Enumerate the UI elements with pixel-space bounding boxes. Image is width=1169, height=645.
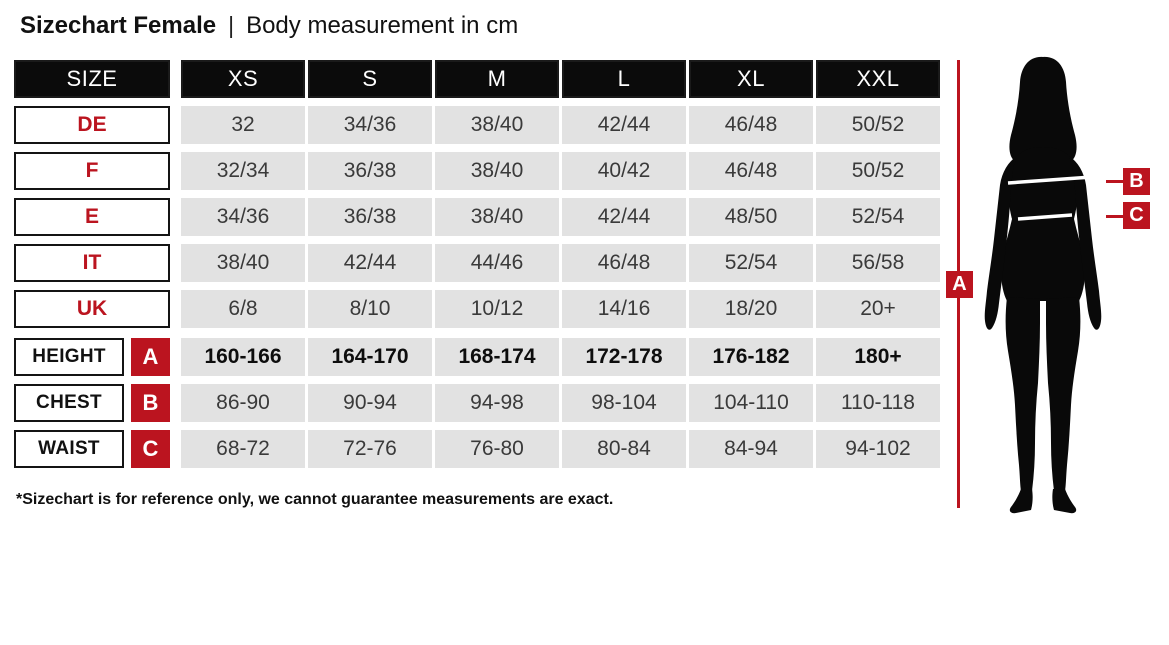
row-label-height: HEIGHT [14,338,124,376]
table-row-it: IT 38/40 42/44 44/46 46/48 52/54 56/58 [14,244,940,282]
title-main: Sizechart Female [20,12,217,39]
cell-it-xs: 38/40 [181,244,305,282]
cell-uk-l: 14/16 [562,290,686,328]
marker-c-figure: C [1123,202,1150,229]
cell-de-s: 34/36 [308,106,432,144]
size-header-cell: SIZE [14,60,170,98]
cell-chest-s: 90-94 [308,384,432,422]
row-label-chest: CHEST [14,384,124,422]
table-row-height: HEIGHT A 160-166 164-170 168-174 172-178… [14,338,940,376]
waist-pointer-line [1106,215,1123,218]
cell-f-m: 38/40 [435,152,559,190]
row-label-e: E [14,198,170,236]
table-row-chest: CHEST B 86-90 90-94 94-98 98-104 104-110… [14,384,940,422]
cell-height-xl: 176-182 [689,338,813,376]
cell-chest-xs: 86-90 [181,384,305,422]
cell-de-xl: 46/48 [689,106,813,144]
marker-b-figure: B [1123,168,1150,195]
cell-it-l: 46/48 [562,244,686,282]
row-label-waist: WAIST [14,430,124,468]
cell-e-m: 38/40 [435,198,559,236]
column-header-m: M [435,60,559,98]
cell-waist-xxl: 94-102 [816,430,940,468]
footnote-text: *Sizechart is for reference only, we can… [16,491,614,508]
table-row-uk: UK 6/8 8/10 10/12 14/16 18/20 20+ [14,290,940,328]
waist-measure-line [1017,213,1073,221]
row-label-uk: UK [14,290,170,328]
female-silhouette [984,56,1102,514]
cell-chest-l: 98-104 [562,384,686,422]
silhouette-right-arm [1069,156,1102,330]
cell-de-xxl: 50/52 [816,106,940,144]
cell-e-xs: 34/36 [181,198,305,236]
cell-uk-m: 10/12 [435,290,559,328]
title-divider: | [228,12,235,38]
silhouette-torso [1001,147,1085,301]
cell-e-xl: 48/50 [689,198,813,236]
cell-uk-xxl: 20+ [816,290,940,328]
column-header-xs: XS [181,60,305,98]
cell-de-l: 42/44 [562,106,686,144]
cell-f-xl: 46/48 [689,152,813,190]
cell-f-s: 36/38 [308,152,432,190]
cell-height-xs: 160-166 [181,338,305,376]
size-table: SIZE XS S M L XL XXL DE 32 34/36 38/40 4… [14,60,940,476]
cell-uk-s: 8/10 [308,290,432,328]
chest-pointer-line [1106,180,1123,183]
cell-height-s: 164-170 [308,338,432,376]
silhouette-left-foot [1009,489,1033,514]
title-subtitle: Body measurement in cm [246,12,519,39]
cell-f-xs: 32/34 [181,152,305,190]
column-header-s: S [308,60,432,98]
row-label-de: DE [14,106,170,144]
silhouette-right-leg [1046,297,1081,491]
cell-height-l: 172-178 [562,338,686,376]
column-header-l: L [562,60,686,98]
cell-chest-xl: 104-110 [689,384,813,422]
cell-waist-l: 80-84 [562,430,686,468]
silhouette-left-leg [1005,297,1040,491]
cell-de-m: 38/40 [435,106,559,144]
cell-it-s: 42/44 [308,244,432,282]
page-title: Sizechart Female | Body measurement in c… [20,12,518,40]
marker-a-figure: A [946,271,973,298]
cell-e-l: 42/44 [562,198,686,236]
cell-chest-xxl: 110-118 [816,384,940,422]
marker-a-table: A [131,338,170,376]
cell-waist-xs: 68-72 [181,430,305,468]
marker-c-table: C [131,430,170,468]
cell-waist-xl: 84-94 [689,430,813,468]
cell-f-xxl: 50/52 [816,152,940,190]
table-row-de: DE 32 34/36 38/40 42/44 46/48 50/52 [14,106,940,144]
chest-measure-line [1007,175,1093,185]
cell-waist-s: 72-76 [308,430,432,468]
cell-height-xxl: 180+ [816,338,940,376]
row-label-f: F [14,152,170,190]
cell-e-xxl: 52/54 [816,198,940,236]
cell-height-m: 168-174 [435,338,559,376]
cell-it-m: 44/46 [435,244,559,282]
cell-f-l: 40/42 [562,152,686,190]
column-header-xxl: XXL [816,60,940,98]
table-header-row: SIZE XS S M L XL XXL [14,60,940,98]
cell-de-xs: 32 [181,106,305,144]
cell-uk-xs: 6/8 [181,290,305,328]
cell-e-s: 36/38 [308,198,432,236]
cell-it-xxl: 56/58 [816,244,940,282]
marker-b-table: B [131,384,170,422]
cell-waist-m: 76-80 [435,430,559,468]
cell-chest-m: 94-98 [435,384,559,422]
cell-uk-xl: 18/20 [689,290,813,328]
silhouette-hair [1009,56,1077,163]
silhouette-left-arm [984,156,1017,330]
cell-it-xl: 52/54 [689,244,813,282]
table-row-f: F 32/34 36/38 38/40 40/42 46/48 50/52 [14,152,940,190]
silhouette-right-foot [1052,489,1077,514]
table-row-e: E 34/36 36/38 38/40 42/44 48/50 52/54 [14,198,940,236]
row-label-it: IT [14,244,170,282]
table-row-waist: WAIST C 68-72 72-76 76-80 80-84 84-94 94… [14,430,940,468]
column-header-xl: XL [689,60,813,98]
